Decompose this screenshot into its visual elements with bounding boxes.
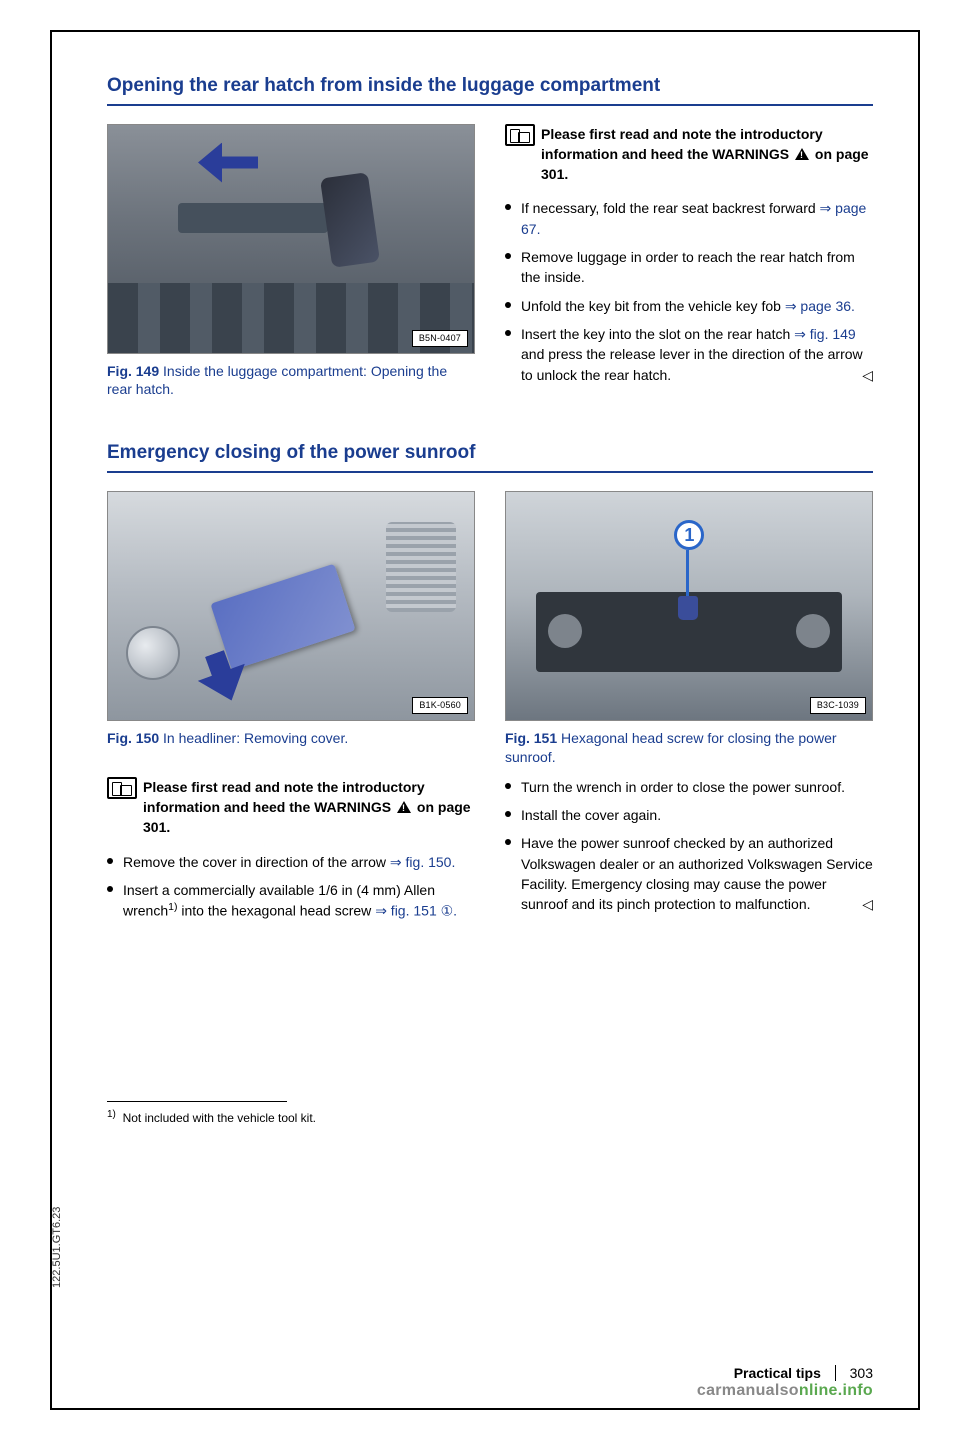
section1-title: Opening the rear hatch from inside the l… xyxy=(107,72,873,106)
end-mark: ◁ xyxy=(862,894,873,914)
bullet-text: If necessary, fold the rear seat backres… xyxy=(521,200,816,216)
fig-link: ⇒ fig. 149 xyxy=(794,326,856,342)
page-link: ⇒ page 36. xyxy=(785,298,855,314)
list-item: Insert a commercially available 1/6 in (… xyxy=(107,880,475,921)
section1-right: Please first read and note the introduct… xyxy=(505,124,873,400)
fig-149-text: Inside the luggage compartment: Opening … xyxy=(107,363,447,398)
fig-link: ⇒ fig. 150. xyxy=(390,854,455,870)
list-item: Remove luggage in order to reach the rea… xyxy=(505,247,873,288)
section2-text-cols: Please first read and note the introduct… xyxy=(107,777,873,1128)
watermark-b: nline.info xyxy=(799,1382,873,1399)
side-code: 122.5U1.GT6.23 xyxy=(50,1207,66,1288)
fig-151-prefix: Fig. 151 xyxy=(505,730,557,746)
footnote-num: 1) xyxy=(107,1109,116,1120)
manual-page: Opening the rear hatch from inside the l… xyxy=(50,30,920,1410)
bullet-text: and press the release lever in the direc… xyxy=(521,346,863,382)
footnote: 1) Not included with the vehicle tool ki… xyxy=(107,1108,475,1127)
bullet-text: Remove the cover in direction of the arr… xyxy=(123,854,386,870)
fig151-col: 1 B3C-1039 Fig. 151 Hexagonal head screw… xyxy=(505,491,873,767)
section2-right: Turn the wrench in order to close the po… xyxy=(505,777,873,1128)
deco-grille xyxy=(386,522,456,612)
bullet-text: Insert the key into the slot on the rear… xyxy=(521,326,790,342)
warning-triangle-icon xyxy=(795,148,809,160)
section1-intro: Please first read and note the introduct… xyxy=(505,124,873,185)
fig-149-label: B5N-0407 xyxy=(412,330,468,347)
intro-main: Please first read and note the introduct… xyxy=(143,779,425,815)
list-item: Have the power sunroof checked by an aut… xyxy=(505,833,873,914)
section2-left-bullets: Remove the cover in direction of the arr… xyxy=(107,852,475,922)
list-item: Turn the wrench in order to close the po… xyxy=(505,777,873,797)
book-icon xyxy=(505,124,535,146)
section1-columns: B5N-0407 Fig. 149 Inside the luggage com… xyxy=(107,124,873,400)
section2-right-bullets: Turn the wrench in order to close the po… xyxy=(505,777,873,915)
section1-intro-text: Please first read and note the introduct… xyxy=(541,124,873,185)
fig-149-prefix: Fig. 149 xyxy=(107,363,159,379)
section2-intro: Please first read and note the introduct… xyxy=(107,777,475,838)
bullet-text: Install the cover again. xyxy=(521,807,661,823)
book-icon xyxy=(107,777,137,799)
fig-151-label: B3C-1039 xyxy=(810,697,866,714)
fig-150-caption: Fig. 150 In headliner: Removing cover. xyxy=(107,729,475,748)
section2-title: Emergency closing of the power sunroof xyxy=(107,439,873,473)
intro-main: Please first read and note the introduct… xyxy=(541,126,823,162)
list-item: If necessary, fold the rear seat backres… xyxy=(505,198,873,239)
deco-arrow-left xyxy=(198,143,258,183)
list-item: Insert the key into the slot on the rear… xyxy=(505,324,873,385)
callout-line xyxy=(686,550,689,602)
warning-triangle-icon xyxy=(397,801,411,813)
bullet-text: Unfold the key bit from the vehicle key … xyxy=(521,298,781,314)
deco-handle xyxy=(178,203,328,233)
fig-150: B1K-0560 Fig. 150 In headliner: Removing… xyxy=(107,491,475,748)
fig-149-caption: Fig. 149 Inside the luggage compartment:… xyxy=(107,362,475,400)
section2-figures: B1K-0560 Fig. 150 In headliner: Removing… xyxy=(107,491,873,767)
section2-left: Please first read and note the introduct… xyxy=(107,777,475,1128)
footnote-rule xyxy=(107,1101,287,1102)
list-item: Install the cover again. xyxy=(505,805,873,825)
bullet-text: Remove luggage in order to reach the rea… xyxy=(521,249,855,285)
watermark-a: carmanualso xyxy=(697,1382,799,1399)
bullet-text: Turn the wrench in order to close the po… xyxy=(521,779,845,795)
footnote-ref: 1) xyxy=(168,901,177,913)
fig-link: ⇒ fig. 151 ①. xyxy=(375,903,457,919)
fig-150-label: B1K-0560 xyxy=(412,697,468,714)
fig150-col: B1K-0560 Fig. 150 In headliner: Removing… xyxy=(107,491,475,767)
fig-150-prefix: Fig. 150 xyxy=(107,730,159,746)
fig-151-image: 1 B3C-1039 xyxy=(505,491,873,721)
bullet-text: Have the power sunroof checked by an aut… xyxy=(521,835,873,912)
list-item: Unfold the key bit from the vehicle key … xyxy=(505,296,873,316)
fig-151-caption: Fig. 151 Hexagonal head screw for closin… xyxy=(505,729,873,767)
footnote-text: Not included with the vehicle tool kit. xyxy=(123,1111,316,1125)
deco-knob xyxy=(126,626,180,680)
section1-bullets: If necessary, fold the rear seat backres… xyxy=(505,198,873,384)
fig-150-text: In headliner: Removing cover. xyxy=(163,730,348,746)
callout-1: 1 xyxy=(674,520,704,550)
fig-150-image: B1K-0560 xyxy=(107,491,475,721)
end-mark: ◁ xyxy=(862,365,873,385)
list-item: Remove the cover in direction of the arr… xyxy=(107,852,475,872)
section1-left: B5N-0407 Fig. 149 Inside the luggage com… xyxy=(107,124,475,400)
watermark: carmanualsonline.info xyxy=(697,1379,873,1402)
bullet-text: into the hexagonal head screw xyxy=(181,903,371,919)
section2-intro-text: Please first read and note the introduct… xyxy=(143,777,475,838)
fig-149: B5N-0407 Fig. 149 Inside the luggage com… xyxy=(107,124,475,400)
fig-151: 1 B3C-1039 Fig. 151 Hexagonal head screw… xyxy=(505,491,873,767)
deco-key-fob xyxy=(320,172,380,268)
fig-149-image: B5N-0407 xyxy=(107,124,475,354)
callout-pin xyxy=(678,596,698,620)
